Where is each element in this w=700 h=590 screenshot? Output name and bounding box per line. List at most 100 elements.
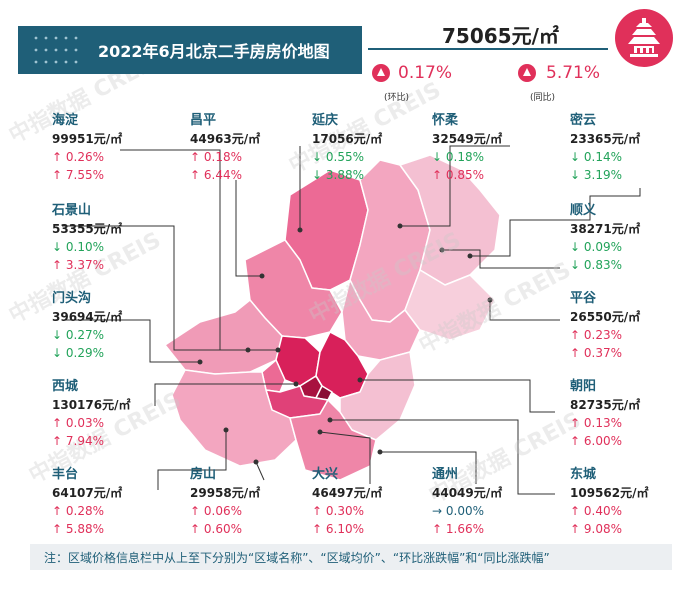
district-mom: ↑ 0.40% <box>570 502 648 520</box>
yoy-change: 5.71% <box>546 63 601 83</box>
yoy-value: 3.19% <box>583 168 623 182</box>
district-yoy: ↑ 7.94% <box>52 432 130 450</box>
district-yoy: ↑ 7.55% <box>52 166 122 184</box>
mom-value: 0.06% <box>203 504 243 518</box>
yoy-value: 7.55% <box>65 168 105 182</box>
mom-value: 0.10% <box>65 240 105 254</box>
district-name: 大兴 <box>312 467 339 482</box>
yoy-value: 0.60% <box>203 522 243 536</box>
district-yoy: ↑ 0.85% <box>432 166 502 184</box>
yoy-value: 3.88% <box>325 168 365 182</box>
district-yoy: ↓ 0.83% <box>570 256 640 274</box>
mom-value: 0.03% <box>65 416 105 430</box>
trend-arrow-icon: ↑ <box>432 522 443 536</box>
trend-arrow-icon: ↓ <box>52 240 63 254</box>
district-price: 82735元/㎡ <box>570 398 641 412</box>
trend-arrow-icon: ↓ <box>312 150 323 164</box>
district-price: 29958元/㎡ <box>190 486 261 500</box>
district-price: 38271元/㎡ <box>570 222 641 236</box>
yoy-value: 0.85% <box>445 168 485 182</box>
district-mom: ↑ 0.13% <box>570 414 640 432</box>
district-mom: ↓ 0.10% <box>52 238 122 256</box>
yoy-value: 6.10% <box>325 522 365 536</box>
mom-value: 0.40% <box>583 504 623 518</box>
trend-arrow-icon: ↑ <box>570 504 581 518</box>
district-mom: → 0.00% <box>432 502 502 520</box>
district-yoy: ↑ 1.66% <box>432 520 502 538</box>
yoy-value: 7.94% <box>65 434 105 448</box>
trend-arrow-icon: ↑ <box>52 150 63 164</box>
city-average-price: 75065元/㎡ <box>442 24 559 48</box>
trend-arrow-icon: ↑ <box>190 168 201 182</box>
district-name: 通州 <box>432 467 459 482</box>
mom-value: 0.18% <box>203 150 243 164</box>
district-info: 延庆 17056元/㎡ ↓ 0.55% ↓ 3.88% <box>312 112 382 184</box>
district-mom: ↓ 0.27% <box>52 326 122 344</box>
yoy-value: 3.37% <box>65 258 105 272</box>
district-info: 朝阳 82735元/㎡ ↑ 0.13% ↑ 6.00% <box>570 378 640 450</box>
district-price: 46497元/㎡ <box>312 486 383 500</box>
district-name: 怀柔 <box>432 113 459 128</box>
trend-arrow-icon: ↑ <box>52 258 63 272</box>
region-daxing <box>289 399 377 481</box>
district-info: 密云 23365元/㎡ ↓ 0.14% ↓ 3.19% <box>570 112 640 184</box>
trend-arrow-icon: ↑ <box>312 522 323 536</box>
district-name: 石景山 <box>52 203 92 218</box>
yoy-label: (同比) <box>530 93 556 103</box>
district-price: 32549元/㎡ <box>432 132 503 146</box>
mom-value: 0.14% <box>583 150 623 164</box>
trend-arrow-icon: ↓ <box>570 240 581 254</box>
district-yoy: ↓ 3.19% <box>570 166 640 184</box>
yoy-value: 6.44% <box>203 168 243 182</box>
district-name: 丰台 <box>52 467 79 482</box>
district-mom: ↓ 0.14% <box>570 148 640 166</box>
temple-of-heaven-icon <box>615 9 673 67</box>
mom-value: 0.23% <box>583 328 623 342</box>
district-name: 顺义 <box>570 203 597 218</box>
district-yoy: ↓ 0.29% <box>52 344 122 362</box>
district-info: 丰台 64107元/㎡ ↑ 0.28% ↑ 5.88% <box>52 466 122 538</box>
region-pinggu <box>404 269 496 341</box>
trend-arrow-icon: ↓ <box>570 168 581 182</box>
mom-value: 0.00% <box>445 504 485 518</box>
district-price: 99951元/㎡ <box>52 132 123 146</box>
district-info: 通州 44049元/㎡ → 0.00% ↑ 1.66% <box>432 466 502 538</box>
yoy-value: 0.29% <box>65 346 105 360</box>
trend-arrow-icon: ↑ <box>570 328 581 342</box>
yoy-value: 5.88% <box>65 522 105 536</box>
district-price: 26550元/㎡ <box>570 310 641 324</box>
district-name: 海淀 <box>52 113 79 128</box>
trend-arrow-icon: ↑ <box>312 504 323 518</box>
district-info: 房山 29958元/㎡ ↑ 0.06% ↑ 0.60% <box>190 466 260 538</box>
district-info: 门头沟 39694元/㎡ ↓ 0.27% ↓ 0.29% <box>52 290 122 362</box>
mom-label: (环比) <box>384 93 410 103</box>
trend-arrow-icon: ↓ <box>52 328 63 342</box>
increase-icon <box>372 64 390 82</box>
district-price: 44963元/㎡ <box>190 132 261 146</box>
mom-change: 0.17% <box>398 63 453 83</box>
district-info: 平谷 26550元/㎡ ↑ 0.23% ↑ 0.37% <box>570 290 640 362</box>
yoy-value: 0.83% <box>583 258 623 272</box>
district-yoy: ↑ 0.60% <box>190 520 260 538</box>
district-yoy: ↓ 3.88% <box>312 166 382 184</box>
mom-value: 0.28% <box>65 504 105 518</box>
dots-icon <box>34 36 78 64</box>
trend-arrow-icon: ↑ <box>190 150 201 164</box>
trend-arrow-icon: ↑ <box>52 434 63 448</box>
district-info: 昌平 44963元/㎡ ↑ 0.18% ↑ 6.44% <box>190 112 260 184</box>
trend-arrow-icon: ↑ <box>570 434 581 448</box>
district-price: 53355元/㎡ <box>52 222 123 236</box>
mom-value: 0.27% <box>65 328 105 342</box>
district-info: 海淀 99951元/㎡ ↑ 0.26% ↑ 7.55% <box>52 112 122 184</box>
district-name: 平谷 <box>570 291 597 306</box>
district-mom: ↑ 0.28% <box>52 502 122 520</box>
mom-value: 0.30% <box>325 504 365 518</box>
district-info: 怀柔 32549元/㎡ ↓ 0.18% ↑ 0.85% <box>432 112 502 184</box>
district-name: 门头沟 <box>52 291 92 306</box>
mom-value: 0.13% <box>583 416 623 430</box>
trend-arrow-icon: ↑ <box>52 416 63 430</box>
district-yoy: ↑ 0.37% <box>570 344 640 362</box>
yoy-value: 6.00% <box>583 434 623 448</box>
